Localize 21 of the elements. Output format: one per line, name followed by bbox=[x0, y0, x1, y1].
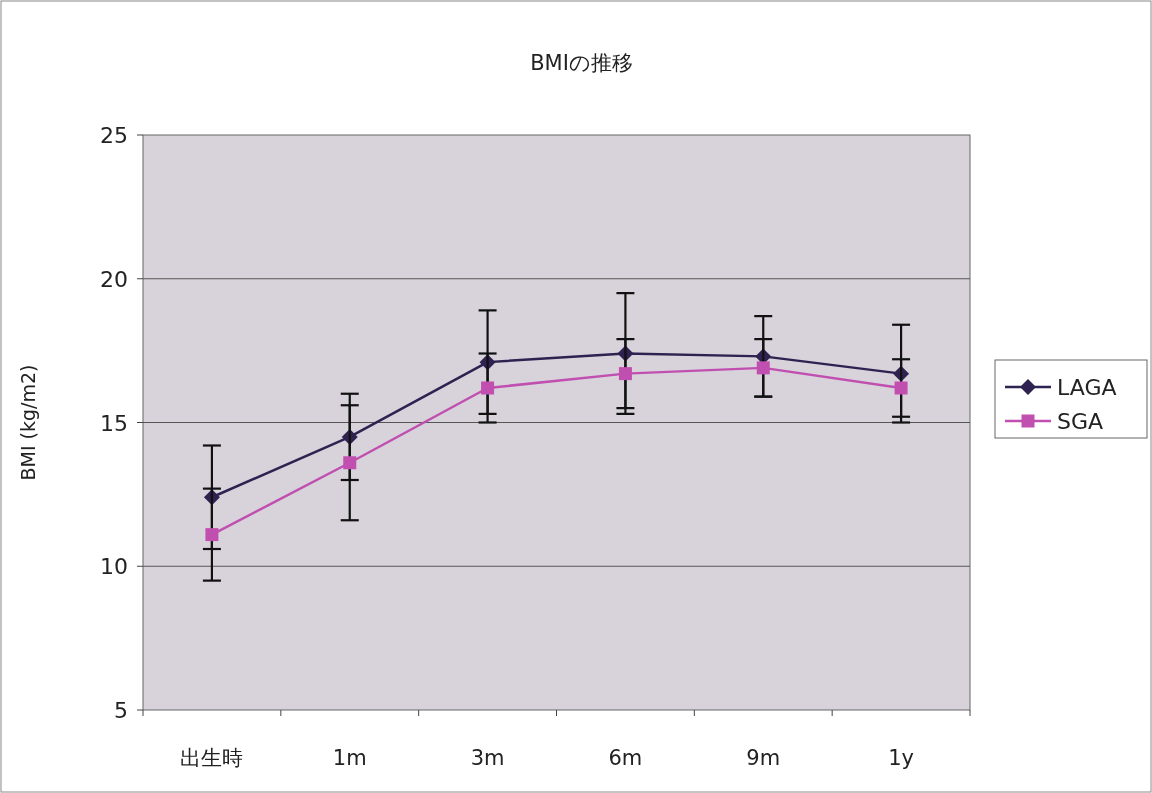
x-tick-label: 1m bbox=[332, 746, 367, 770]
y-tick-label: 25 bbox=[100, 123, 128, 148]
legend-label: SGA bbox=[1057, 409, 1104, 434]
y-axis-title: BMI (kg/m2) bbox=[17, 364, 39, 481]
x-tick-label: 6m bbox=[608, 746, 643, 770]
chart-title: BMIの推移 bbox=[530, 51, 633, 75]
point bbox=[894, 381, 908, 395]
x-tick-label: 9m bbox=[746, 746, 781, 770]
x-tick-label: 1y bbox=[888, 746, 914, 770]
y-tick-label: 10 bbox=[100, 554, 128, 580]
x-tick-label: 3m bbox=[470, 746, 505, 770]
x-tick-label: 出生時 bbox=[180, 746, 244, 770]
point bbox=[205, 528, 219, 542]
point bbox=[481, 381, 495, 395]
legend-label: LAGA bbox=[1057, 375, 1117, 400]
y-tick-label: 20 bbox=[100, 266, 128, 292]
y-tick-label: 5 bbox=[114, 698, 128, 723]
point bbox=[618, 367, 632, 381]
y-tick-label: 15 bbox=[100, 410, 128, 436]
point bbox=[343, 456, 357, 470]
point bbox=[756, 361, 770, 375]
